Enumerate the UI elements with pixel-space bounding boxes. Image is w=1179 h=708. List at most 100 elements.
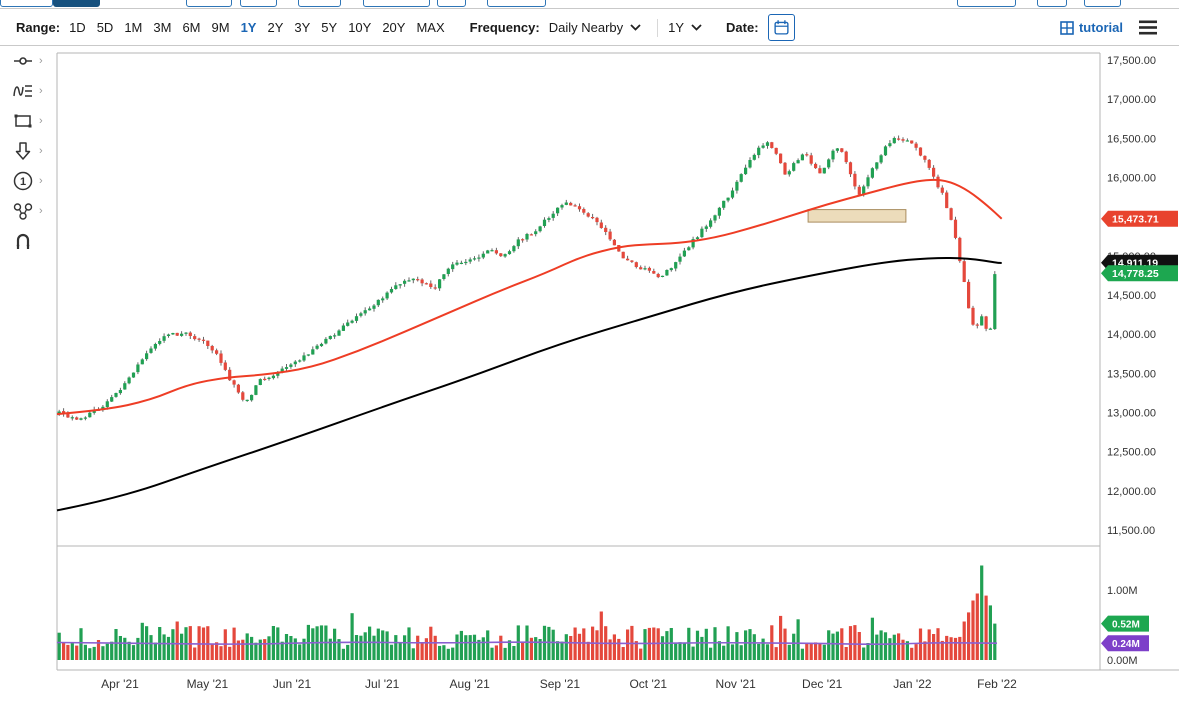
chevron-down-icon [630, 24, 641, 31]
toolbar-divider [657, 18, 659, 37]
range-option-20y[interactable]: 20Y [382, 20, 406, 35]
date-label: Date: [726, 20, 759, 35]
volume-average-line [56, 641, 998, 645]
svg-text:17,000.00: 17,000.00 [1107, 94, 1156, 106]
svg-text:Dec '21: Dec '21 [802, 677, 843, 691]
range-option-5y[interactable]: 5Y [321, 20, 338, 35]
chevron-right-icon: › [39, 114, 43, 127]
cutoff-button-fragment[interactable] [957, 0, 1016, 7]
svg-text:15,473.71: 15,473.71 [1112, 214, 1159, 226]
chevron-down-icon [691, 24, 702, 31]
svg-text:Apr '21: Apr '21 [101, 677, 139, 691]
svg-text:12,500.00: 12,500.00 [1107, 447, 1156, 459]
trend-line-tool[interactable]: › [0, 46, 55, 76]
range-option-1m[interactable]: 1M [124, 20, 143, 35]
candlestick-series [57, 135, 997, 421]
svg-text:12,000.00: 12,000.00 [1107, 486, 1156, 498]
range-option-1y[interactable]: 1Y [240, 20, 257, 35]
hamburger-menu-icon[interactable] [1139, 20, 1157, 35]
grid-icon [1060, 20, 1074, 35]
cutoff-button-fragment[interactable] [240, 0, 277, 7]
cutoff-button-fragment[interactable] [487, 0, 546, 7]
frequency-value: Daily Nearby [548, 20, 624, 35]
circled-one-icon: 1 [13, 171, 33, 191]
calendar-button[interactable] [767, 14, 795, 41]
trend-line-icon [14, 57, 32, 65]
range-option-3y[interactable]: 3Y [294, 20, 311, 35]
svg-text:14,778.25: 14,778.25 [1112, 268, 1159, 280]
pane-borders [56, 52, 1179, 671]
svg-text:14,000.00: 14,000.00 [1107, 329, 1156, 341]
cutoff-button-fragment[interactable] [1037, 0, 1067, 7]
chart-canvas[interactable]: 17,500.0017,000.0016,500.0016,000.0015,5… [55, 45, 1179, 708]
arrow-annotation-tool[interactable]: › [0, 136, 55, 166]
drawing-tools-sidebar: › › › › 1 › › [0, 46, 55, 708]
chart-toolbar: Range: 1D 5D 1M 3M 6M 9M 1Y 2Y 3Y 5Y 10Y… [0, 10, 1179, 46]
chevron-right-icon: › [39, 84, 43, 97]
magnet-tool[interactable] [0, 226, 55, 256]
volume-bars [57, 565, 997, 660]
red-ma-badge: 15,473.71 [1101, 210, 1178, 227]
cycle-icon [13, 203, 33, 220]
indicator-icon [13, 85, 32, 97]
range-option-1d[interactable]: 1D [69, 20, 86, 35]
range-option-2y[interactable]: 2Y [267, 20, 284, 35]
cutoff-button-fragment[interactable] [298, 0, 341, 7]
tutorial-label: tutorial [1078, 20, 1123, 35]
rectangle-shape-icon [14, 114, 32, 128]
tutorial-link[interactable]: tutorial [1060, 20, 1123, 35]
cutoff-button-fragment[interactable] [363, 0, 430, 7]
range-option-5d[interactable]: 5D [96, 20, 114, 35]
number-annotation-tool[interactable]: 1 › [0, 166, 55, 196]
svg-text:14,500.00: 14,500.00 [1107, 290, 1156, 302]
svg-text:Nov '21: Nov '21 [716, 677, 757, 691]
arrow-down-icon [15, 142, 31, 160]
period-value: 1Y [668, 20, 685, 35]
range-option-3m[interactable]: 3M [153, 20, 172, 35]
range-option-10y[interactable]: 10Y [348, 20, 372, 35]
chevron-right-icon: › [39, 144, 43, 157]
cutoff-button-fragment[interactable] [53, 0, 100, 7]
svg-text:1.00M: 1.00M [1107, 585, 1138, 597]
svg-text:Jan '22: Jan '22 [893, 677, 932, 691]
chevron-right-icon: › [39, 54, 43, 67]
cutoff-button-fragment[interactable] [1084, 0, 1121, 7]
last-price-badge: 14,778.25 [1101, 265, 1178, 282]
magnet-icon [16, 233, 30, 249]
annotation-rectangle[interactable] [807, 209, 907, 223]
svg-text:13,500.00: 13,500.00 [1107, 368, 1156, 380]
svg-text:0.24M: 0.24M [1112, 639, 1140, 650]
svg-text:Oct '21: Oct '21 [629, 677, 667, 691]
cycle-tool[interactable]: › [0, 196, 55, 226]
volume-last-badge: 0.52M [1101, 615, 1149, 632]
frequency-dropdown[interactable]: Daily Nearby [549, 20, 641, 35]
svg-text:Aug '21: Aug '21 [450, 677, 491, 691]
svg-text:Sep '21: Sep '21 [540, 677, 581, 691]
volume-average-badge: 0.24M [1101, 635, 1149, 652]
calendar-icon [774, 20, 789, 35]
frequency-label: Frequency: [469, 20, 540, 35]
time-axis: Apr '21 May '21 Jun '21 Jul '21 Aug '21 Sep '… [101, 677, 1017, 691]
cutoff-button-fragment[interactable] [437, 0, 466, 7]
red-ma-line [56, 178, 1003, 416]
cutoff-button-fragment[interactable] [0, 0, 53, 7]
svg-text:May '21: May '21 [187, 677, 229, 691]
svg-text:16,500.00: 16,500.00 [1107, 133, 1156, 145]
svg-text:16,000.00: 16,000.00 [1107, 173, 1156, 185]
range-option-6m[interactable]: 6M [182, 20, 201, 35]
range-option-9m[interactable]: 9M [211, 20, 230, 35]
cutoff-button-fragment[interactable] [186, 0, 232, 7]
volume-axis: 1.00M 0.00M [1107, 585, 1138, 667]
period-dropdown[interactable]: 1Y [668, 20, 702, 35]
svg-text:0.52M: 0.52M [1112, 619, 1140, 630]
svg-text:Jul '21: Jul '21 [365, 677, 400, 691]
svg-text:Jun '21: Jun '21 [273, 677, 312, 691]
svg-text:0.00M: 0.00M [1107, 655, 1138, 667]
chevron-right-icon: › [39, 174, 43, 187]
shape-tool[interactable]: › [0, 106, 55, 136]
range-option-max[interactable]: MAX [416, 20, 445, 35]
indicator-tool[interactable]: › [0, 76, 55, 106]
price-axis: 17,500.0017,000.0016,500.0016,000.0015,5… [1107, 55, 1156, 537]
black-ma-line [56, 256, 1002, 512]
